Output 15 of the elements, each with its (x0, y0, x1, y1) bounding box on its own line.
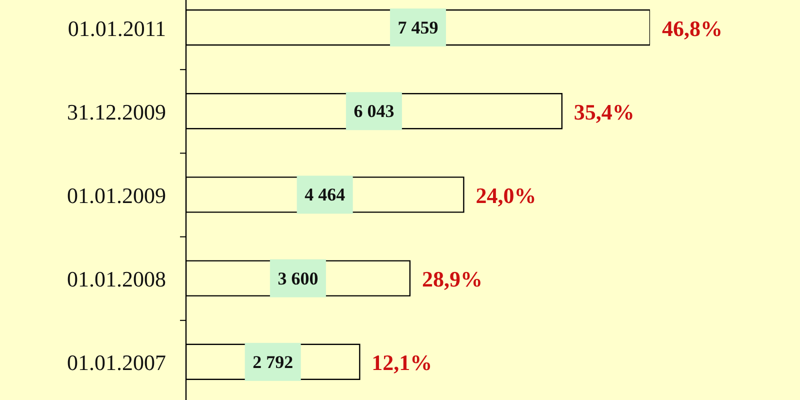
y-tick-label: 01.01.2011 (68, 15, 166, 40)
data-label: 4 464 (304, 184, 346, 205)
y-tick-label: 01.01.2007 (67, 350, 166, 375)
data-label: 2 792 (252, 352, 294, 372)
data-label: 7 459 (398, 18, 438, 38)
annotation: 12,1% (372, 350, 432, 375)
annotation: 28,9% (422, 266, 482, 292)
y-tick-label: 31.12.2009 (67, 98, 166, 124)
data-label: 3 600 (278, 268, 318, 288)
y-tick-label: 01.01.2009 (67, 182, 166, 208)
annotation: 46,8% (662, 15, 722, 40)
annotation: 35,4% (574, 98, 634, 124)
y-tick-label: 01.01.2008 (67, 266, 166, 292)
data-label: 6 043 (354, 101, 394, 122)
annotation: 24,0% (476, 182, 536, 208)
